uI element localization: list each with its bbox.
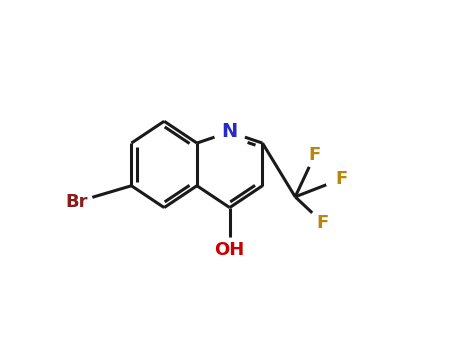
Text: Br: Br [66,193,88,211]
Text: F: F [317,214,329,232]
Text: F: F [317,214,329,232]
Text: OH: OH [215,240,245,259]
Text: F: F [309,146,321,164]
Text: F: F [335,170,347,188]
Text: OH: OH [215,240,245,259]
Text: F: F [335,170,347,188]
Text: F: F [309,146,321,164]
Text: N: N [222,122,238,141]
Text: Br: Br [66,193,88,211]
Text: N: N [222,122,238,141]
